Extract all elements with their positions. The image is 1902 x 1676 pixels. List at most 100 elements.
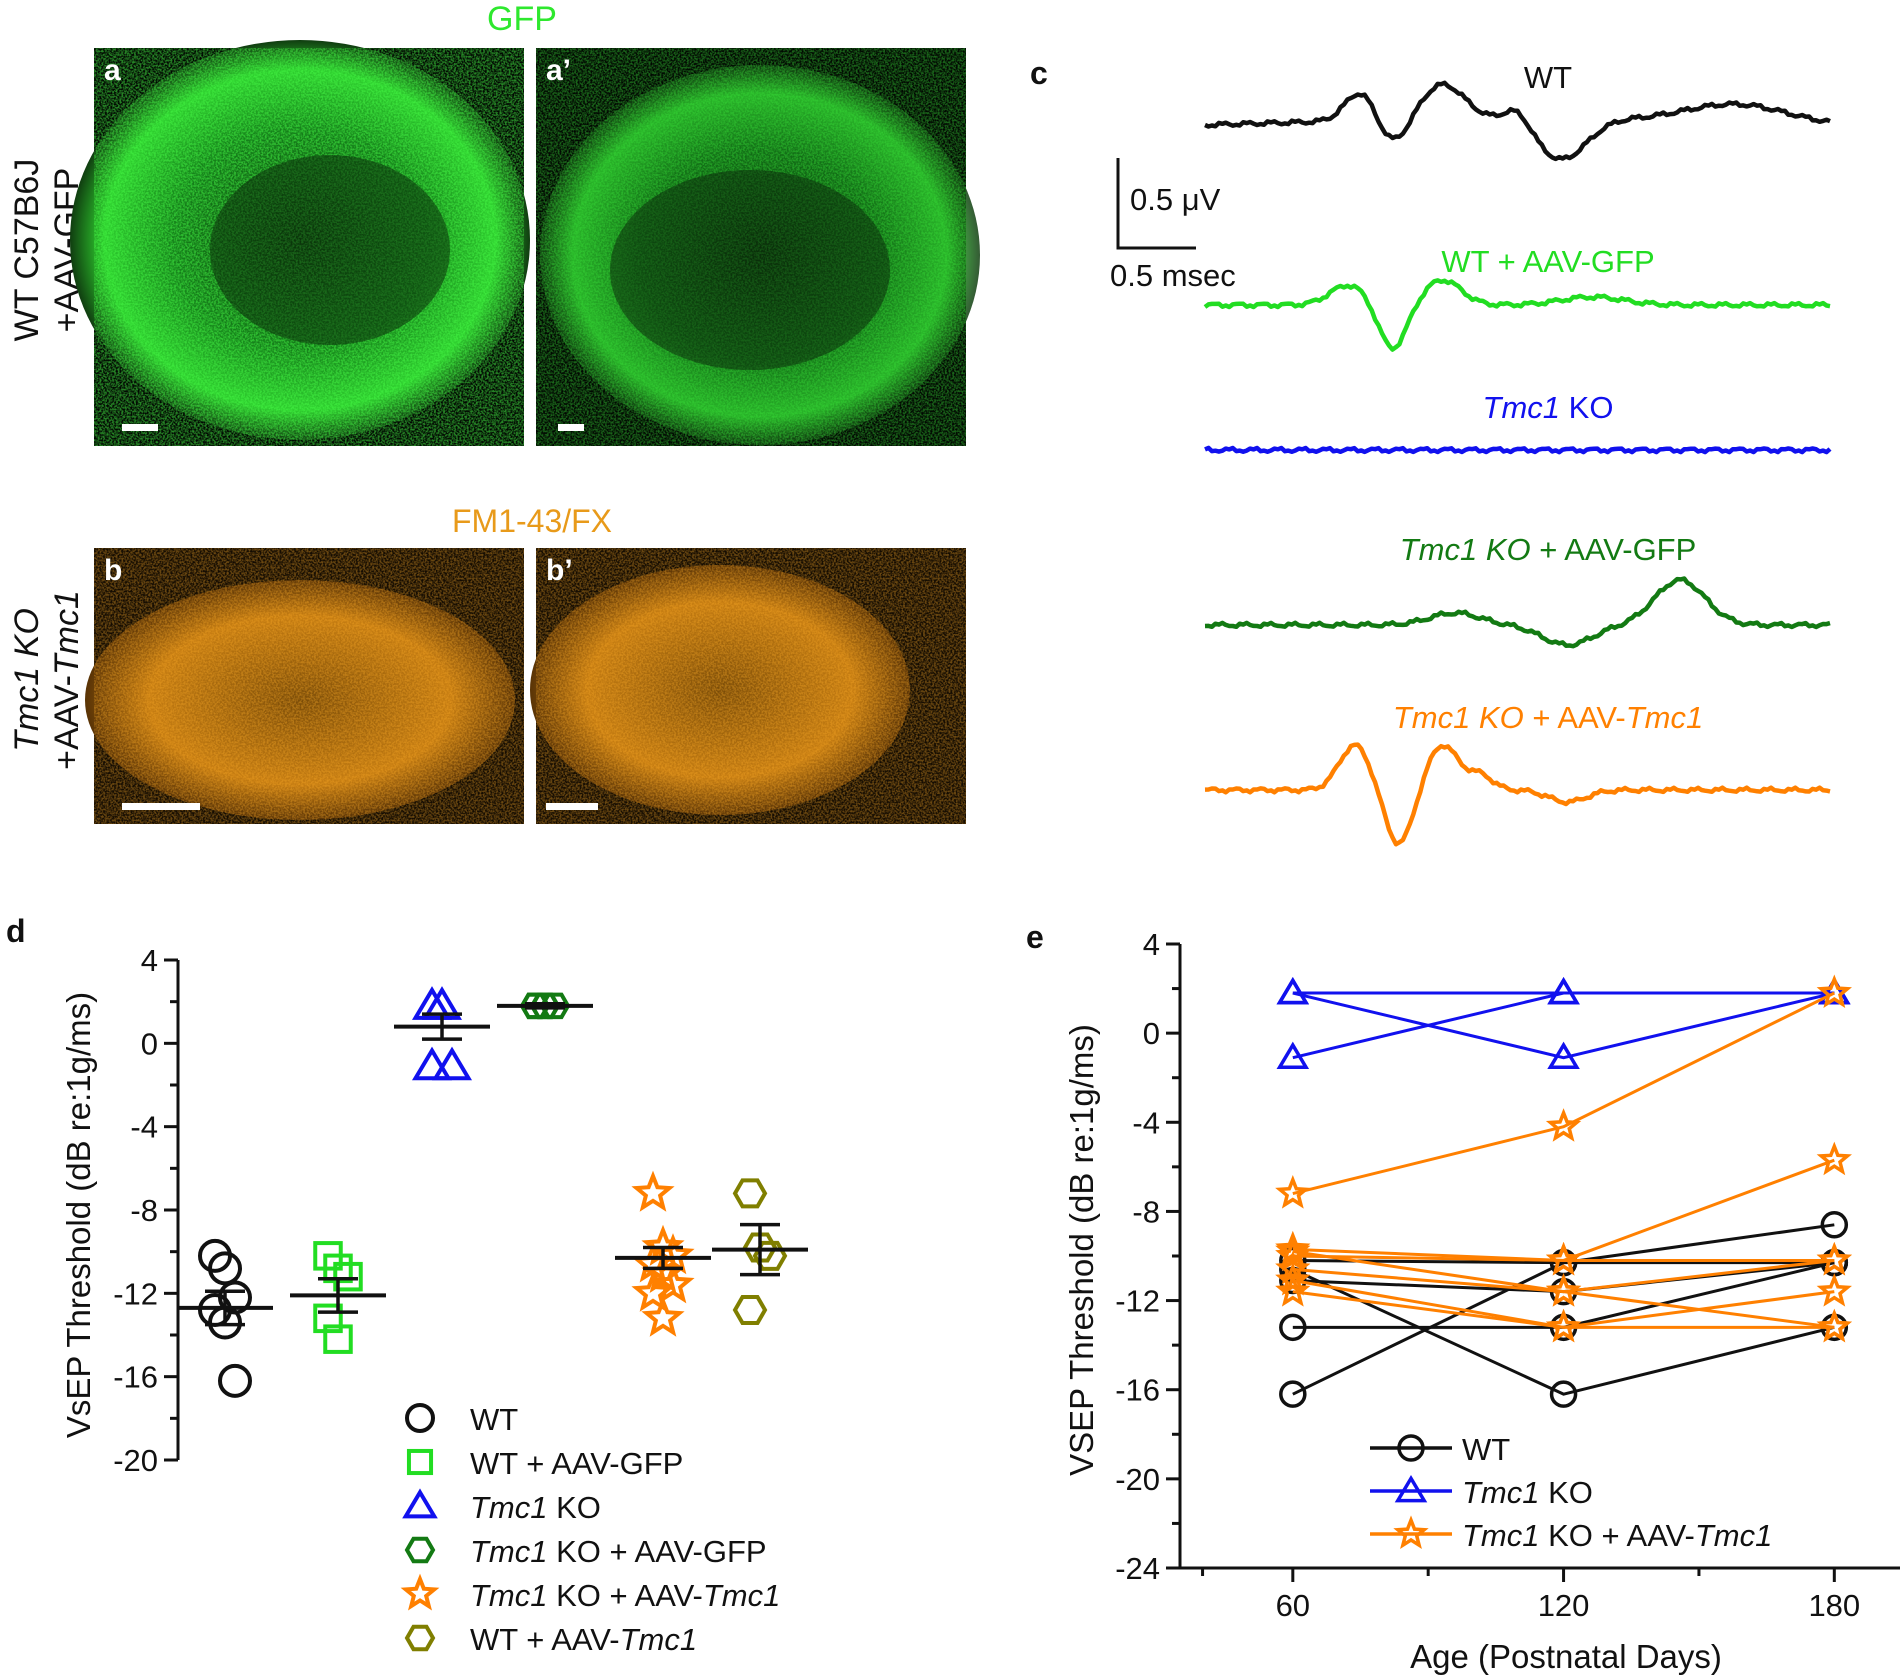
e-series-line-7 — [1292, 991, 1835, 1060]
e-legend-label-1-part-1: KO — [1540, 1475, 1593, 1510]
e-point-14-1 — [1545, 1273, 1582, 1307]
d-group-5 — [712, 1178, 808, 1325]
e-legend-label-1: Tmc1 KO — [1462, 1475, 1593, 1510]
row2-label: Tmc1 KO +AAV-Tmc1 — [8, 590, 86, 770]
e-point-7-0 — [1276, 1041, 1310, 1070]
trace-line-2 — [1204, 445, 1832, 455]
fm-title: FM1-43/FX — [452, 503, 612, 539]
d-point-5-0 — [732, 1178, 768, 1209]
panel-d-letter: d — [6, 913, 26, 949]
d-y-tick-label-4: -12 — [113, 1276, 158, 1311]
d-y-tick-label-0: 4 — [141, 943, 158, 978]
trace-label-4: Tmc1 KO + AAV-Tmc1 — [1393, 700, 1703, 735]
d-legend-label-1: WT + AAV-GFP — [470, 1446, 683, 1481]
d-legend-label-0-part-1: WT — [470, 1402, 518, 1437]
d-legend-label-4: Tmc1 KO + AAV-Tmc1 — [470, 1578, 780, 1613]
scale-bar-a — [122, 424, 158, 431]
e-point-12-0 — [1275, 1261, 1311, 1296]
panel-b-letter: b — [104, 554, 122, 587]
e-legend-marker-2 — [1393, 1515, 1429, 1550]
trace-line-0 — [1204, 80, 1831, 162]
e-series-line-8 — [1292, 991, 1835, 1196]
d-point-5-2 — [752, 1240, 788, 1271]
d-legend-label-2: Tmc1 KO — [470, 1490, 601, 1525]
d-point-1-4 — [323, 1324, 353, 1354]
trace-label-2: Tmc1 KO — [1483, 390, 1614, 425]
d-point-0-1 — [208, 1251, 242, 1286]
trace-label-3-part-1: + AAV-GFP — [1531, 532, 1697, 567]
e-y-tick-label-7: -24 — [1115, 1551, 1160, 1586]
e-y-tick-label-0: 4 — [1143, 927, 1160, 962]
trace-line-1 — [1203, 278, 1831, 352]
row2-label-line2-a: +AAV- — [48, 675, 86, 770]
micrograph-a: a — [70, 40, 530, 446]
d-legend-marker-1 — [406, 1448, 434, 1476]
d-legend-marker-3 — [404, 1536, 436, 1564]
panel-a-prime-letter: a’ — [546, 54, 571, 87]
d-legend-label-5-part-1: WT + AAV- — [470, 1622, 620, 1657]
panel-b-prime-letter: b’ — [546, 554, 573, 587]
e-point-14-0 — [1275, 1232, 1311, 1267]
d-legend-label-5: WT + AAV-Tmc1 — [470, 1622, 697, 1657]
trace-label-4-part-1: + AAV- — [1524, 700, 1626, 735]
d-point-1-2 — [333, 1261, 363, 1292]
trace-line-3 — [1204, 576, 1831, 649]
scale-bar-c: 0.5 μV 0.5 msec — [1110, 158, 1236, 293]
e-series-line-10 — [1292, 1254, 1835, 1262]
e-point-4-1 — [1549, 1380, 1578, 1408]
e-point-10-1 — [1545, 1241, 1582, 1276]
e-series-7 — [1276, 977, 1851, 1070]
trace-label-4-part-0: Tmc1 KO — [1393, 700, 1524, 735]
e-y-tick-label-4: -12 — [1115, 1284, 1160, 1319]
e-point-9-2 — [1816, 1141, 1852, 1176]
e-legend-label-0-part-1: WT — [1462, 1432, 1510, 1467]
e-series-8 — [1275, 974, 1852, 1209]
e-series-line-13 — [1292, 1290, 1835, 1329]
scale-bar-x-label: 0.5 msec — [1110, 258, 1236, 293]
d-point-2-3 — [411, 1046, 453, 1081]
d-point-4-7 — [641, 1295, 685, 1337]
e-point-12-2 — [1816, 1273, 1852, 1307]
d-point-2-2 — [431, 1046, 473, 1081]
trace-label-1: WT + AAV-GFP — [1441, 244, 1654, 279]
d-group-3 — [497, 992, 593, 1020]
panel-e-xlabel: Age (Postnatal Days) — [1410, 1638, 1722, 1675]
micrograph-b-prime: b’ — [530, 548, 966, 824]
row1-label-line1: WT C57B6J — [8, 159, 46, 342]
d-legend-label-4-part-0: Tmc1 — [470, 1578, 548, 1613]
d-legend-marker-5 — [404, 1624, 436, 1652]
gfp-title: GFP — [487, 0, 557, 38]
e-legend-label-2-part-1: KO + AAV- — [1540, 1518, 1695, 1553]
row2-label-line2: +AAV-Tmc1 — [48, 590, 86, 770]
d-point-4-0 — [631, 1170, 675, 1212]
panel-e-lines — [1275, 974, 1852, 1408]
d-legend-marker-4 — [400, 1573, 440, 1611]
panel-e-ylabel: VSEP Threshold (dB re:1g/ms) — [1063, 1024, 1100, 1476]
e-legend-marker-0 — [1397, 1434, 1425, 1462]
e-series-10 — [1275, 1237, 1852, 1276]
trace-label-3-part-0: Tmc1 KO — [1400, 532, 1531, 567]
e-legend-label-1-part-0: Tmc1 — [1462, 1475, 1540, 1510]
d-point-1-3 — [313, 1303, 343, 1334]
e-y-tick-label-5: -16 — [1115, 1373, 1160, 1408]
e-point-7-2 — [1818, 977, 1851, 1005]
trace-label-1-part-0: WT + AAV-GFP — [1441, 244, 1654, 279]
d-y-tick-label-3: -8 — [130, 1193, 158, 1228]
e-legend-label-2: Tmc1 KO + AAV-Tmc1 — [1462, 1518, 1772, 1553]
e-point-8-1 — [1545, 1108, 1582, 1142]
e-y-tick-label-6: -20 — [1115, 1462, 1160, 1497]
e-legend-label-0: WT — [1462, 1432, 1510, 1467]
row2-label-line2-b: Tmc1 — [48, 590, 86, 675]
e-legend-label-2-part-2: Tmc1 — [1695, 1518, 1773, 1553]
e-point-2-0 — [1279, 1313, 1307, 1342]
e-point-3-2 — [1820, 1211, 1849, 1239]
d-group-1 — [290, 1241, 386, 1354]
d-legend-label-3-part-0: Tmc1 — [470, 1534, 548, 1569]
scale-bar-a-prime — [558, 424, 584, 431]
d-y-tick-label-2: -4 — [130, 1110, 158, 1145]
e-point-14-2 — [1816, 1241, 1852, 1276]
e-series-13 — [1275, 1273, 1852, 1343]
